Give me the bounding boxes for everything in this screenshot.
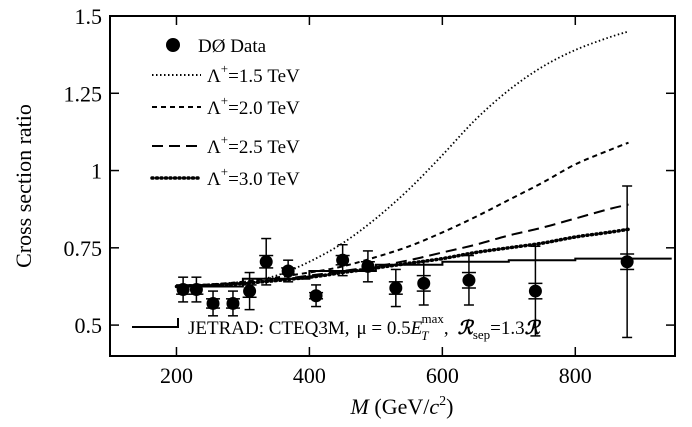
legend-data-marker	[166, 38, 180, 52]
x-tick-label-0: 200	[160, 363, 193, 388]
plot-frame	[109, 15, 676, 357]
data-point-12	[462, 273, 476, 287]
data-point-8	[336, 253, 350, 267]
y-tick-label-1: 0.75	[64, 236, 103, 261]
contact-curves-layer	[174, 30, 631, 289]
legend-label-3-0: Λ+=3.0 TeV	[207, 164, 300, 190]
data-point-11	[417, 276, 431, 290]
data-point-9	[361, 259, 375, 273]
y-axis-title: Cross section ratio	[11, 104, 36, 268]
x-tick-label-2: 600	[426, 363, 459, 388]
data-point-5	[259, 255, 273, 269]
legend-label-2-5: Λ+=2.5 TeV	[207, 132, 300, 158]
x-axis-title: M (GeV/c2)	[350, 394, 454, 419]
legend-label-2-0: Λ+=2.0 TeV	[207, 93, 300, 119]
data-point-10	[389, 281, 403, 295]
data-point-6	[281, 264, 295, 278]
data-point-14	[620, 255, 634, 269]
x-tick-label-1: 400	[293, 363, 326, 388]
data-point-7	[309, 289, 323, 303]
legend-jetrad-line	[132, 318, 179, 328]
x-tick-label-3: 800	[559, 363, 592, 388]
data-points-layer	[176, 185, 635, 339]
data-point-4	[243, 284, 257, 298]
curve-0	[176, 30, 629, 288]
legend-jetrad-label: JETRAD: CTEQ3M, μ = 0.5ETmax, ℛsep=1.3ℛ	[188, 311, 542, 343]
axis-ticks-layer: 200 400 600 800 0.5 0.75 1 1.25 1.5	[64, 4, 675, 388]
curve-2	[176, 203, 629, 288]
legend-data-label: DØ Data	[198, 36, 267, 57]
y-tick-label-0: 0.5	[75, 313, 103, 338]
y-tick-label-4: 1.5	[75, 4, 103, 29]
legend-label-1-5: Λ+=1.5 TeV	[207, 61, 300, 87]
y-tick-label-3: 1.25	[64, 81, 103, 106]
legend: DØ Data Λ+=1.5 TeV Λ+=2.0 TeV Λ+=2.5 TeV…	[132, 36, 542, 343]
y-tick-label-2: 1	[91, 159, 102, 184]
curve-1	[176, 141, 629, 288]
data-point-2	[206, 296, 220, 310]
data-point-13	[528, 284, 542, 298]
data-point-3	[226, 296, 240, 310]
curve-3	[174, 227, 631, 289]
data-point-0	[176, 283, 190, 297]
data-point-1	[189, 283, 203, 297]
